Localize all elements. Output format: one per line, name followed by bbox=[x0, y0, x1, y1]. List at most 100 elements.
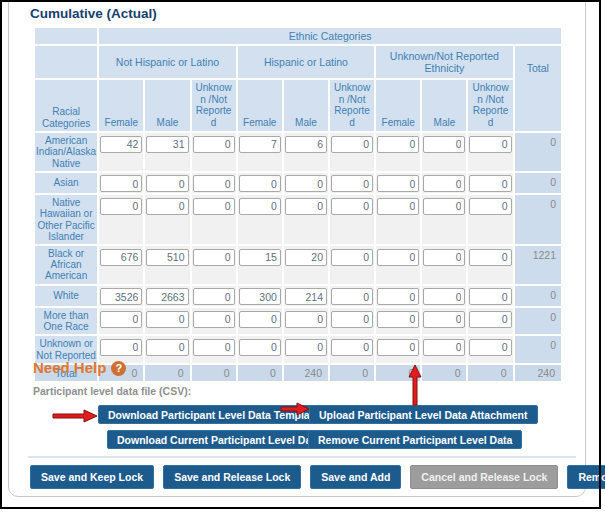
enrollment-count-input[interactable] bbox=[100, 249, 142, 266]
column-total-cell: 0 bbox=[192, 365, 236, 381]
enrollment-count-input[interactable] bbox=[285, 311, 327, 328]
enrollment-cell bbox=[284, 173, 328, 194]
enrollment-cell bbox=[192, 246, 236, 284]
enrollment-count-input[interactable] bbox=[423, 339, 465, 356]
enrollment-count-input[interactable] bbox=[377, 175, 419, 192]
enrollment-count-input[interactable] bbox=[285, 198, 327, 215]
enrollment-count-input[interactable] bbox=[146, 136, 188, 153]
enrollment-count-input[interactable] bbox=[285, 249, 327, 266]
enrollment-count-input[interactable] bbox=[100, 198, 142, 215]
enrollment-count-input[interactable] bbox=[239, 249, 281, 266]
enrollment-count-input[interactable] bbox=[193, 339, 235, 356]
save-and-add-button[interactable]: Save and Add bbox=[310, 465, 401, 489]
racial-categories-header: Racial Categories bbox=[35, 80, 97, 131]
enrollment-count-input[interactable] bbox=[100, 311, 142, 328]
enrollment-count-input[interactable] bbox=[423, 175, 465, 192]
need-help-heading: Need Help? bbox=[33, 359, 126, 376]
enrollment-cell bbox=[99, 173, 143, 194]
cancel-and-release-lock-button[interactable]: Cancel and Release Lock bbox=[410, 465, 558, 489]
enrollment-count-input[interactable] bbox=[331, 311, 373, 328]
racial-category-label: Black or African American bbox=[35, 246, 97, 284]
enrollment-count-input[interactable] bbox=[377, 136, 419, 153]
enrollment-count-input[interactable] bbox=[100, 288, 142, 305]
enrollment-count-input[interactable] bbox=[423, 136, 465, 153]
enrollment-count-input[interactable] bbox=[285, 288, 327, 305]
group-header-unknown-ethnicity: Unknown/Not Reported Ethnicity bbox=[376, 46, 512, 78]
enrollment-count-input[interactable] bbox=[331, 175, 373, 192]
sub-column-header: Male bbox=[145, 80, 189, 131]
enrollment-count-input[interactable] bbox=[146, 175, 188, 192]
enrollment-count-input[interactable] bbox=[146, 311, 188, 328]
enrollment-cell bbox=[145, 195, 189, 244]
enrollment-count-input[interactable] bbox=[239, 288, 281, 305]
enrollment-count-input[interactable] bbox=[469, 249, 511, 266]
enrollment-cell bbox=[238, 336, 282, 362]
screenshot-root: Cumulative (Actual) Ethnic Categories No… bbox=[0, 0, 605, 515]
enrollment-count-input[interactable] bbox=[146, 288, 188, 305]
enrollment-count-input[interactable] bbox=[285, 339, 327, 356]
enrollment-cell bbox=[145, 173, 189, 194]
remove-current-data-button[interactable]: Remove Current Participant Level Data bbox=[308, 430, 522, 449]
question-mark-icon[interactable]: ? bbox=[111, 361, 126, 376]
enrollment-count-input[interactable] bbox=[331, 249, 373, 266]
enrollment-count-input[interactable] bbox=[285, 175, 327, 192]
enrollment-count-input[interactable] bbox=[100, 339, 142, 356]
enrollment-count-input[interactable] bbox=[193, 198, 235, 215]
enrollment-count-input[interactable] bbox=[469, 288, 511, 305]
enrollment-count-input[interactable] bbox=[146, 339, 188, 356]
upload-attachment-button[interactable]: Upload Participant Level Data Attachment bbox=[309, 405, 538, 424]
enrollment-count-input[interactable] bbox=[469, 339, 511, 356]
enrollment-cell bbox=[422, 308, 466, 334]
enrollment-count-input[interactable] bbox=[193, 136, 235, 153]
enrollment-count-input[interactable] bbox=[331, 339, 373, 356]
enrollment-count-input[interactable] bbox=[331, 198, 373, 215]
enrollment-count-input[interactable] bbox=[377, 288, 419, 305]
download-current-data-button[interactable]: Download Current Participant Level Data bbox=[107, 430, 331, 449]
enrollment-count-input[interactable] bbox=[423, 198, 465, 215]
table-row: Native Hawaiian or Other Pacific Islande… bbox=[35, 195, 561, 244]
enrollment-count-input[interactable] bbox=[239, 175, 281, 192]
enrollment-count-input[interactable] bbox=[423, 311, 465, 328]
enrollment-count-input[interactable] bbox=[469, 311, 511, 328]
enrollment-count-input[interactable] bbox=[100, 136, 142, 153]
red-arrow-right-icon bbox=[280, 402, 310, 416]
enrollment-count-input[interactable] bbox=[193, 311, 235, 328]
row-total-cell: 0 bbox=[515, 195, 561, 244]
enrollment-count-input[interactable] bbox=[239, 198, 281, 215]
table-row: Black or African American1221 bbox=[35, 246, 561, 284]
enrollment-count-input[interactable] bbox=[193, 249, 235, 266]
enrollment-count-input[interactable] bbox=[239, 136, 281, 153]
racial-category-label: White bbox=[35, 286, 97, 307]
racial-category-label: Native Hawaiian or Other Pacific Islande… bbox=[35, 195, 97, 244]
save-and-keep-lock-button[interactable]: Save and Keep Lock bbox=[30, 465, 154, 489]
enrollment-count-input[interactable] bbox=[331, 136, 373, 153]
enrollment-count-input[interactable] bbox=[377, 198, 419, 215]
racial-category-label: More than One Race bbox=[35, 308, 97, 334]
enrollment-cell bbox=[238, 195, 282, 244]
enrollment-count-input[interactable] bbox=[469, 136, 511, 153]
enrollment-count-input[interactable] bbox=[469, 175, 511, 192]
enrollment-count-input[interactable] bbox=[423, 249, 465, 266]
enrollment-count-input[interactable] bbox=[469, 198, 511, 215]
remove-report-button[interactable]: Remove Report bbox=[567, 465, 605, 489]
enrollment-count-input[interactable] bbox=[239, 311, 281, 328]
enrollment-count-input[interactable] bbox=[146, 198, 188, 215]
enrollment-cell bbox=[192, 195, 236, 244]
enrollment-count-input[interactable] bbox=[377, 311, 419, 328]
enrollment-count-input[interactable] bbox=[146, 249, 188, 266]
ethnic-group-row: Not Hispanic or Latino Hispanic or Latin… bbox=[35, 46, 561, 78]
group-header-hispanic: Hispanic or Latino bbox=[238, 46, 374, 78]
total-column-header: Total bbox=[515, 46, 561, 131]
save-and-release-lock-button[interactable]: Save and Release Lock bbox=[163, 465, 301, 489]
enrollment-count-input[interactable] bbox=[285, 136, 327, 153]
enrollment-count-input[interactable] bbox=[193, 175, 235, 192]
enrollment-count-input[interactable] bbox=[193, 288, 235, 305]
enrollment-count-input[interactable] bbox=[239, 339, 281, 356]
enrollment-count-input[interactable] bbox=[377, 249, 419, 266]
enrollment-count-input[interactable] bbox=[423, 288, 465, 305]
enrollment-count-input[interactable] bbox=[100, 175, 142, 192]
enrollment-cell bbox=[284, 308, 328, 334]
enrollment-count-input[interactable] bbox=[377, 339, 419, 356]
enrollment-cell bbox=[192, 286, 236, 307]
enrollment-count-input[interactable] bbox=[331, 288, 373, 305]
